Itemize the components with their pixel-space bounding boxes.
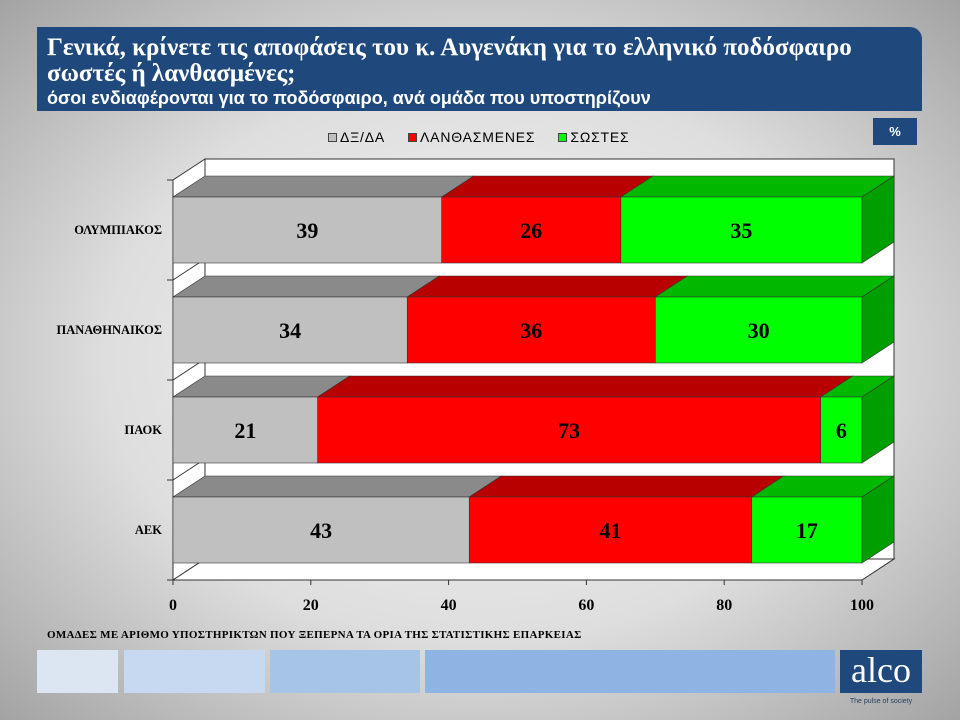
legend-item: ΔΞ/ΔΑ (328, 129, 385, 145)
data-label: 35 (730, 218, 752, 243)
footnote: ΟΜΑΔΕΣ ΜΕ ΑΡΙΘΜΟ ΥΠΟΣΤΗΡΙΚΤΩΝ ΠΟΥ ΞΕΠΕΡΝ… (47, 629, 582, 641)
bar-top-face (171, 275, 441, 298)
bar-group: 43 41 17 (171, 475, 896, 564)
bar-top-face (654, 275, 896, 298)
data-label: 6 (836, 418, 847, 443)
logo-wordmark: alco (851, 650, 911, 690)
bar-top-face (440, 175, 654, 198)
slide-title-line-2: σωστές ή λανθασμένες; (47, 60, 296, 87)
x-tick-label: 60 (578, 597, 594, 614)
slide-title-line-1: Γενικά, κρίνετε τις αποφάσεις του κ. Αυγ… (47, 34, 852, 61)
bar-top-face (316, 375, 854, 398)
footer-band-segment (37, 650, 118, 693)
title-banner: Γενικά, κρίνετε τις αποφάσεις του κ. Αυγ… (37, 27, 922, 111)
data-label: 41 (600, 518, 622, 543)
bar-side-face (861, 275, 895, 364)
footer-band-segment (124, 650, 265, 693)
data-label: 17 (796, 518, 818, 543)
bar-segment (441, 196, 622, 264)
bar-segment (317, 396, 821, 464)
bar-segment (654, 296, 863, 364)
data-label: 36 (520, 318, 542, 343)
data-label: 73 (558, 418, 580, 443)
category-label: ΠΑΝΑΘΗΝΑΙΚΟΣ (56, 323, 162, 337)
category-label: ΠΑΟΚ (125, 423, 163, 437)
legend-item: ΣΩΣΤΕΣ (558, 129, 629, 145)
data-label: 43 (310, 518, 332, 543)
data-label: 39 (296, 218, 318, 243)
data-label: 26 (520, 218, 542, 243)
x-tick-label: 0 (169, 597, 177, 614)
bar-side-face (861, 475, 895, 564)
legend-swatch (558, 132, 568, 142)
x-tick-label: 20 (303, 597, 319, 614)
bar-group: 21 73 6 (171, 375, 896, 464)
alco-logo: alco (840, 650, 922, 693)
bar-group: 34 36 30 (171, 275, 896, 364)
footer-band-segment (270, 650, 420, 693)
chart-legend: ΔΞ/ΔΑ ΛΑΝΘΑΣΜΕΝΕΣ ΣΩΣΤΕΣ (328, 129, 630, 145)
legend-item: ΛΑΝΘΑΣΜΕΝΕΣ (408, 129, 535, 145)
plot-floor (171, 558, 896, 581)
bar-group: 39 26 35 (171, 175, 896, 264)
category-label: ΟΛΥΜΠΙΑΚΟΣ (74, 223, 162, 237)
bar-segment (820, 396, 863, 464)
legend-swatch (328, 132, 337, 142)
logo-tagline: The pulse of society (849, 698, 913, 705)
legend-swatch (408, 132, 418, 142)
bar-segment (468, 496, 753, 564)
bar-top-face (406, 275, 689, 298)
bar-side-face (861, 175, 895, 264)
bar-segment (172, 196, 443, 264)
bar-top-face (171, 175, 475, 198)
bar-top-face (619, 175, 896, 198)
bar-segment (172, 296, 408, 364)
footer-band-segment (425, 650, 835, 693)
bar-segment (172, 496, 470, 564)
bar-top-face (468, 475, 785, 498)
category-label: ΑΕΚ (135, 523, 162, 537)
bar-top-face (171, 475, 503, 498)
x-tick-label: 40 (441, 597, 457, 614)
data-label: 34 (279, 318, 301, 343)
x-tick-label: 100 (850, 597, 874, 614)
legend-label: ΔΞ/ΔΑ (340, 129, 386, 145)
data-label: 30 (748, 318, 770, 343)
bar-side-face (861, 375, 895, 464)
percent-unit-badge: % (873, 118, 917, 145)
bar-segment (751, 496, 863, 564)
slide-subtitle: όσοι ενδιαφέρονται για το ποδόσφαιρο, αν… (47, 88, 651, 108)
legend-label: ΣΩΣΤΕΣ (570, 129, 630, 145)
bar-segment (620, 196, 863, 264)
data-label: 21 (234, 418, 256, 443)
x-tick-label: 80 (716, 597, 732, 614)
bar-segment (172, 396, 318, 464)
legend-label: ΛΑΝΘΑΣΜΕΝΕΣ (420, 129, 536, 145)
bar-segment (406, 296, 656, 364)
